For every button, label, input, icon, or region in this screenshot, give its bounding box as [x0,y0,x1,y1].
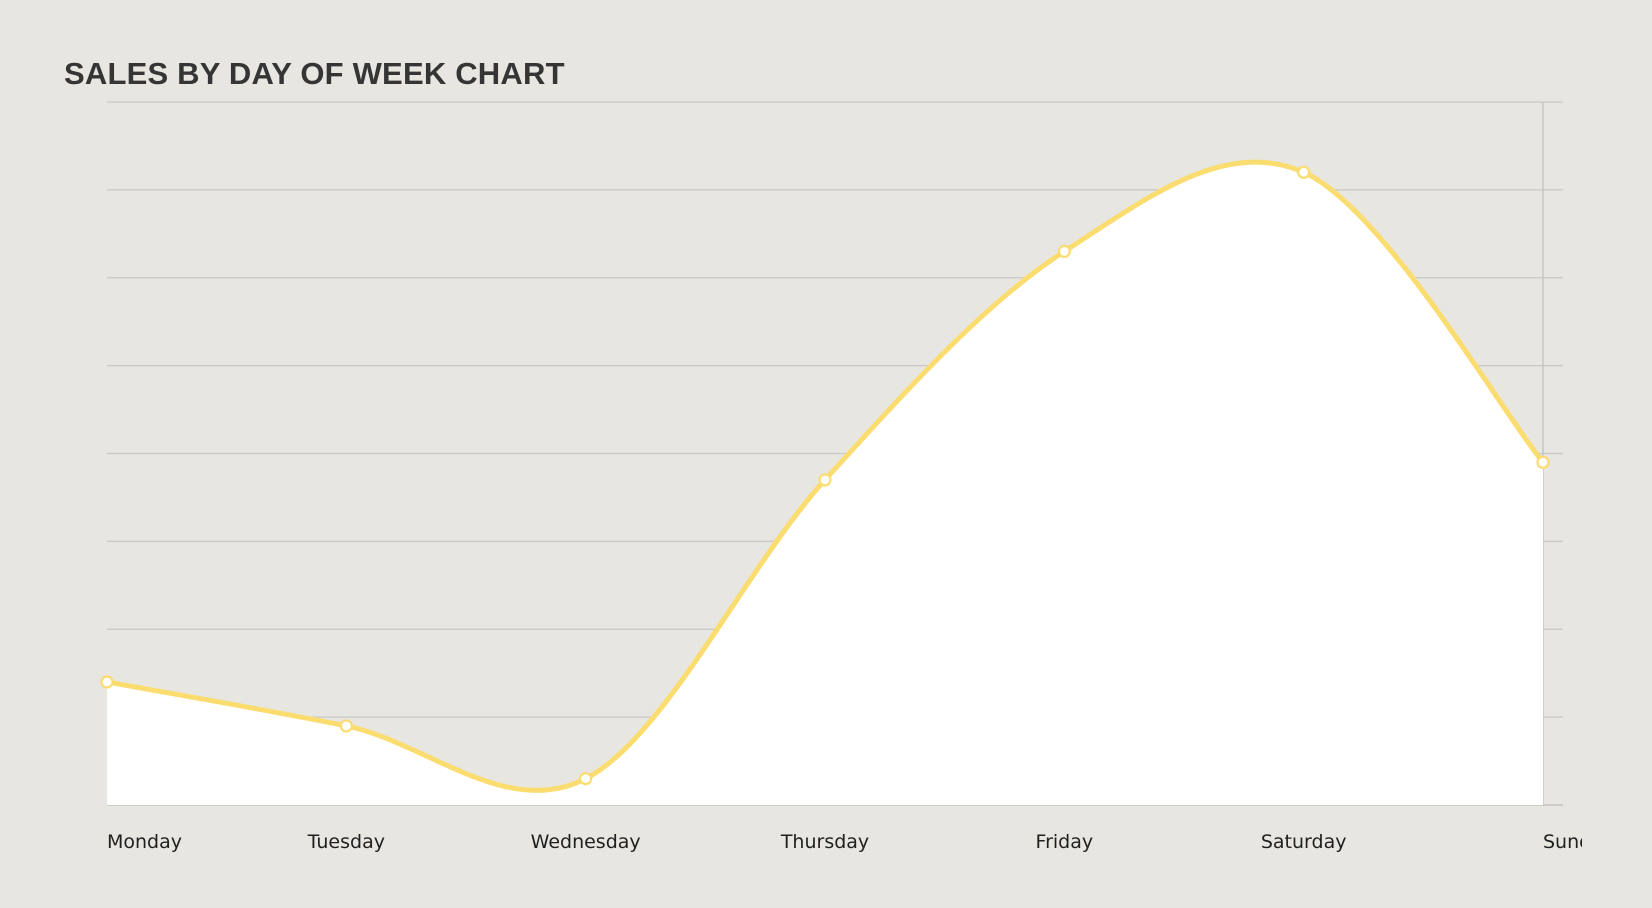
data-point-tuesday[interactable] [339,719,353,733]
data-point-friday[interactable] [1057,244,1071,258]
data-point-wednesday[interactable] [579,772,593,786]
data-points [100,165,1550,786]
x-tick-label-sunday: Sunday [1543,831,1614,853]
series-line [104,159,1546,793]
x-tick-label-wednesday: Wednesday [531,831,641,853]
x-tick-label-friday: Friday [1036,831,1094,853]
data-point-saturday[interactable] [1297,165,1311,179]
x-tick-label-tuesday: Tuesday [307,831,385,853]
x-tick-label-thursday: Thursday [780,831,869,853]
data-point-monday[interactable] [100,675,114,689]
data-point-thursday[interactable] [818,473,832,487]
chart-title: SALES BY DAY OF WEEK CHART [64,56,565,91]
x-axis: Monday Tuesday Wednesday Thursday Friday Satu… [107,831,1614,853]
x-tick-label-saturday: Saturday [1261,831,1347,853]
data-point-sunday[interactable] [1536,455,1550,469]
x-tick-label-monday: Monday [107,831,182,853]
